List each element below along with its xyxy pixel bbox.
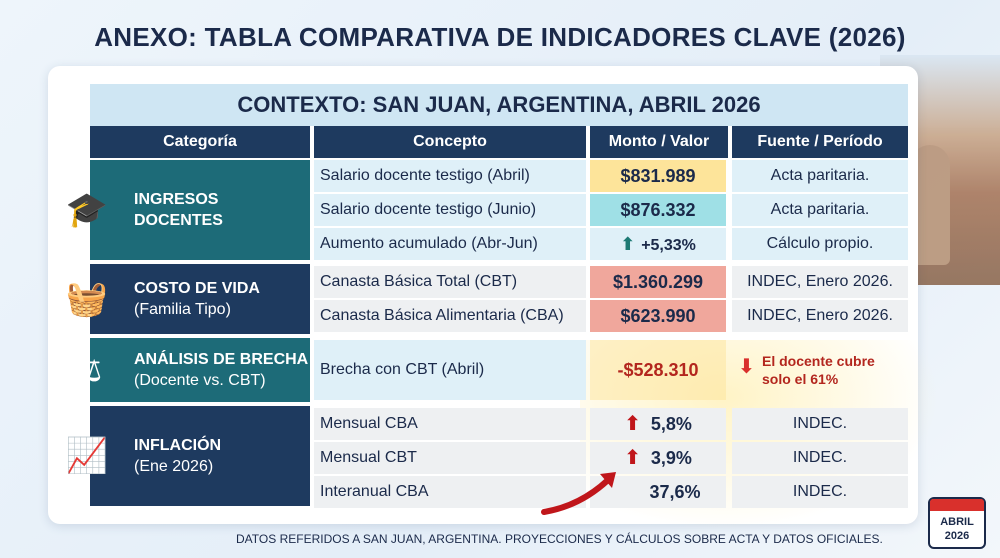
header-fuente: Fuente / Período [732,126,908,158]
category-costo: 🧺 COSTO DE VIDA (Familia Tipo) [66,264,310,334]
row-concept: Interanual CBA [314,476,586,508]
context-banner: CONTEXTO: SAN JUAN, ARGENTINA, ABRIL 202… [90,84,908,126]
row-source: Cálculo propio. [732,228,908,260]
row-concept: Salario docente testigo (Abril) [314,160,586,192]
row-value: -$528.310 [590,340,726,400]
row-concept: Canasta Básica Total (CBT) [314,266,586,298]
calendar-icon: ABRIL 2026 [928,497,986,549]
row-source: INDEC. [732,476,908,508]
row-source: INDEC, Enero 2026. [732,266,908,298]
row-concept: Salario docente testigo (Junio) [314,194,586,226]
row-source: INDEC. [732,442,908,474]
graduate-icon: 🎓 [65,191,109,229]
arrow-up-icon: ⬆ [624,413,641,435]
category-inflacion: 📈 INFLACIÓN (Ene 2026) [66,406,310,506]
header-concepto: Concepto [314,126,586,158]
row-value: $1.360.299 [590,266,726,298]
row-value: 37,6% [590,476,726,508]
chart-growth-icon: 📈 [65,437,109,475]
row-value: $623.990 [590,300,726,332]
row-value: ⬆ 5,8% [590,408,726,440]
basket-icon: 🧺 [65,280,109,318]
row-value: $831.989 [590,160,726,192]
row-value: ⬆ +5,33% [590,228,726,260]
row-concept: Aumento acumulado (Abr-Jun) [314,228,586,260]
page-title: ANEXO: TABLA COMPARATIVA DE INDICADORES … [94,22,906,52]
row-source: Acta paritaria. [732,194,908,226]
row-value: ⬆ 3,9% [590,442,726,474]
trend-arrow-icon [541,472,616,515]
balance-icon: ⚖ [71,351,103,389]
arrow-up-icon: ⬆ [620,234,636,254]
footer-note: DATOS REFERIDOS A SAN JUAN, ARGENTINA. P… [236,532,883,546]
category-ingresos: 🎓 INGRESOS DOCENTES [66,160,310,260]
row-source: ⬇ El docente cubre solo el 61% [738,353,875,387]
row-concept: Mensual CBA [314,408,586,440]
row-concept: Canasta Básica Alimentaria (CBA) [314,300,586,332]
arrow-up-icon: ⬆ [624,447,641,469]
row-value: $876.332 [590,194,726,226]
category-brecha: ⚖ ANÁLISIS DE BRECHA (Docente vs. CBT) [72,338,310,402]
row-source: INDEC. [732,408,908,440]
row-concept: Brecha con CBT (Abril) [314,340,586,400]
row-source: INDEC, Enero 2026. [732,300,908,332]
header-categoria: Categoría [90,126,310,158]
header-monto: Monto / Valor [590,126,728,158]
row-concept: Mensual CBT [314,442,586,474]
row-source: Acta paritaria. [732,160,908,192]
arrow-down-icon: ⬇ [738,356,755,378]
